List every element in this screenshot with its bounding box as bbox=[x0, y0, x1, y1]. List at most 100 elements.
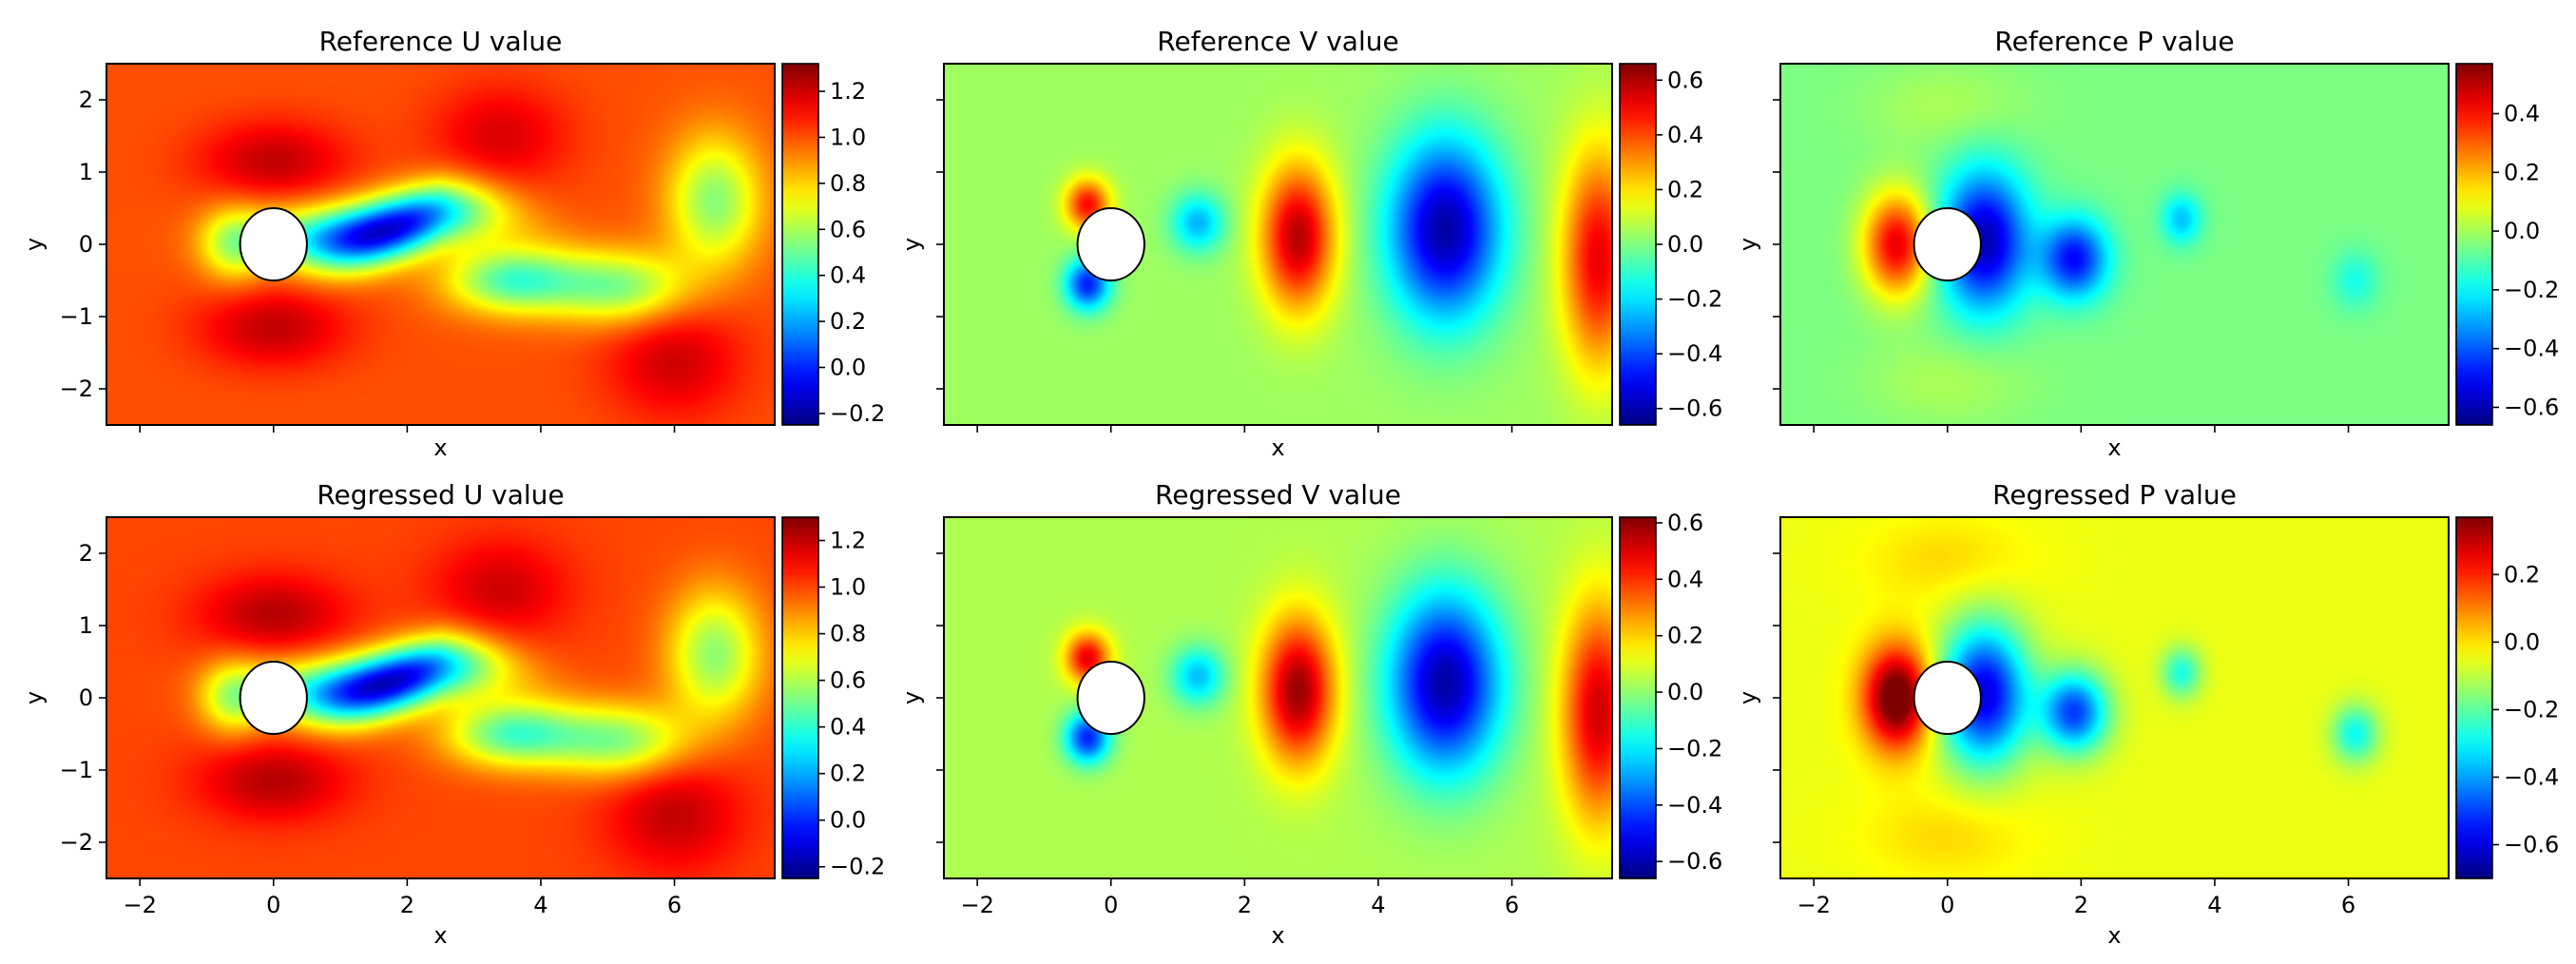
colorbar-tick-label: 0.4 bbox=[2504, 101, 2540, 127]
chart-panel: Reference U value x −2 −1 0 1 2 y −0.2 0.0 0.2 0.4 0… bbox=[21, 26, 885, 461]
colorbar bbox=[2455, 63, 2493, 426]
y-tick-label: −1 bbox=[60, 757, 93, 783]
chart-title: Reference V value bbox=[1157, 26, 1398, 57]
colorbar-tick-label: −0.2 bbox=[2504, 277, 2559, 303]
colorbar-tick-label: 0.6 bbox=[1667, 67, 1703, 93]
colorbar-tick-label: 0.8 bbox=[830, 621, 866, 647]
x-axis-label: x bbox=[1271, 922, 1284, 949]
x-axis-label: x bbox=[2107, 434, 2121, 461]
heatmap-image bbox=[106, 64, 775, 425]
colorbar-tick-label: 0.0 bbox=[1667, 231, 1703, 258]
chart-title: Reference P value bbox=[1994, 26, 2234, 57]
colorbar-tick-label: 0.6 bbox=[830, 216, 866, 242]
colorbar-tick-label: 0.4 bbox=[1667, 566, 1703, 592]
x-axis-label: x bbox=[433, 922, 447, 949]
chart-panel: Regressed U value −2 0 2 4 6 x −2 −1 0 1 2 y −0.2 0.0 0… bbox=[21, 479, 885, 949]
colorbar bbox=[781, 63, 819, 426]
cylinder-marker bbox=[239, 661, 308, 735]
y-tick-label: 1 bbox=[79, 159, 93, 185]
colorbar-tick-label: 0.2 bbox=[830, 761, 866, 787]
colorbar-tick-label: 0.8 bbox=[830, 170, 866, 197]
cylinder-marker bbox=[239, 207, 308, 281]
y-tick-label: 0 bbox=[79, 684, 93, 711]
colorbar-tick-label: 0.6 bbox=[830, 667, 866, 694]
colorbar-tick-label: −0.4 bbox=[2504, 336, 2559, 362]
y-axis-label: y bbox=[898, 691, 925, 704]
colorbar-tick-label: 1.2 bbox=[830, 528, 866, 554]
cylinder-marker bbox=[1076, 661, 1145, 735]
x-tick-label: 2 bbox=[400, 892, 414, 918]
x-axis-label: x bbox=[1271, 434, 1284, 461]
x-tick-label: 2 bbox=[2074, 892, 2088, 918]
colorbar-tick-label: −0.6 bbox=[2504, 394, 2559, 420]
colorbar-tick-label: 0.2 bbox=[2504, 561, 2540, 588]
chart-panel: Reference V value x y −0.6 −0.4 −0.2 0.0 0.2 0.4… bbox=[898, 26, 1722, 461]
x-tick-label: −2 bbox=[123, 892, 156, 918]
y-axis-label: y bbox=[898, 238, 925, 251]
y-axis-label: y bbox=[21, 238, 48, 251]
chart-panel: Regressed V value −2 0 2 4 6 x y −0.6 −0.4 −0.2 0.0… bbox=[898, 479, 1722, 949]
y-axis-label: y bbox=[1735, 691, 1761, 704]
colorbar-tick-label: −0.2 bbox=[1667, 735, 1722, 762]
y-tick-label: 2 bbox=[79, 540, 93, 567]
heatmap-image bbox=[1780, 517, 2449, 878]
colorbar-tick-label: 0.2 bbox=[1667, 176, 1703, 202]
colorbar-tick-label: −0.6 bbox=[1667, 395, 1722, 422]
colorbar bbox=[1619, 516, 1657, 879]
x-tick-label: −2 bbox=[1797, 892, 1830, 918]
colorbar-tick-label: 1.0 bbox=[830, 574, 866, 601]
y-axis-label: y bbox=[1735, 238, 1761, 251]
colorbar-tick-label: 0.0 bbox=[830, 354, 866, 380]
heatmap-image bbox=[944, 64, 1612, 425]
x-tick-label: 0 bbox=[1104, 892, 1118, 918]
x-tick-label: 6 bbox=[667, 892, 682, 918]
heatmap-image bbox=[944, 517, 1612, 878]
chart-title: Regressed V value bbox=[1155, 479, 1401, 511]
x-tick-label: 6 bbox=[2341, 892, 2355, 918]
x-tick-label: 0 bbox=[1940, 892, 1954, 918]
cylinder-marker bbox=[1913, 207, 1982, 281]
colorbar-tick-label: −0.2 bbox=[1667, 286, 1722, 313]
chart-panel: Regressed P value −2 0 2 4 6 x y −0.6 −0.4 −0.2 0.0… bbox=[1735, 479, 2559, 949]
colorbar-tick-label: 0.6 bbox=[1667, 510, 1703, 536]
x-tick-label: 4 bbox=[533, 892, 548, 918]
x-tick-label: −2 bbox=[960, 892, 993, 918]
colorbar-tick-label: −0.4 bbox=[2504, 763, 2559, 790]
colorbar-tick-label: 0.2 bbox=[2504, 159, 2540, 185]
y-tick-label: 1 bbox=[79, 612, 93, 639]
colorbar-tick-label: 1.0 bbox=[830, 124, 866, 150]
y-tick-label: −2 bbox=[60, 376, 93, 402]
x-tick-label: 0 bbox=[266, 892, 280, 918]
colorbar-tick-label: 1.2 bbox=[830, 78, 866, 105]
chart-title: Regressed U value bbox=[317, 479, 564, 511]
colorbar-tick-label: 0.0 bbox=[2504, 218, 2540, 244]
colorbar-tick-label: 0.4 bbox=[830, 714, 866, 741]
colorbar-tick-label: −0.2 bbox=[2504, 696, 2559, 723]
colorbar-tick-label: −0.4 bbox=[1667, 340, 1722, 367]
colorbar bbox=[2455, 516, 2493, 879]
colorbar-tick-label: 0.0 bbox=[1667, 679, 1703, 705]
chart-panel: Reference P value x y −0.6 −0.4 −0.2 0.0 0.2 0.4 bbox=[1735, 26, 2559, 461]
colorbar bbox=[781, 516, 819, 879]
y-tick-label: −1 bbox=[60, 303, 93, 330]
colorbar-tick-label: 0.2 bbox=[830, 308, 866, 335]
colorbar-tick-label: 0.0 bbox=[2504, 628, 2540, 655]
colorbar-tick-label: 0.0 bbox=[830, 807, 866, 834]
cylinder-marker bbox=[1913, 661, 1982, 735]
colorbar-tick-label: −0.2 bbox=[830, 854, 885, 880]
colorbar-tick-label: −0.6 bbox=[1667, 848, 1722, 875]
colorbar-tick-label: 0.4 bbox=[830, 262, 866, 289]
chart-title: Regressed P value bbox=[1992, 479, 2237, 511]
x-tick-label: 6 bbox=[1505, 892, 1519, 918]
cylinder-marker bbox=[1076, 207, 1145, 281]
colorbar-tick-label: 0.2 bbox=[1667, 623, 1703, 649]
colorbar-tick-label: −0.6 bbox=[2504, 831, 2559, 858]
heatmap-image bbox=[1780, 64, 2449, 425]
y-tick-label: 2 bbox=[79, 87, 93, 113]
x-axis-label: x bbox=[2107, 922, 2121, 949]
chart-title: Reference U value bbox=[319, 26, 563, 57]
colorbar-tick-label: −0.4 bbox=[1667, 792, 1722, 819]
heatmap-image bbox=[106, 517, 775, 878]
x-tick-label: 4 bbox=[2207, 892, 2221, 918]
